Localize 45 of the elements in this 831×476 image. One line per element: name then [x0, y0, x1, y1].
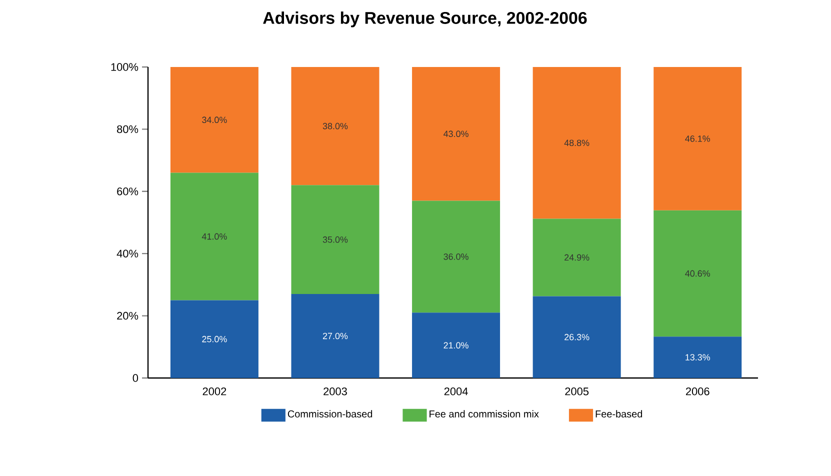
chart-title: Advisors by Revenue Source, 2002-2006	[263, 12, 587, 28]
bar	[170, 300, 258, 378]
legend-label: Fee and commission mix	[430, 410, 539, 418]
data-label: 24.9%	[564, 254, 590, 261]
legend-label: Fee-based	[596, 410, 642, 418]
bar	[654, 210, 742, 337]
bar	[412, 200, 500, 313]
y-tick-label: 80%	[117, 125, 138, 134]
data-label: 13.3%	[686, 354, 710, 360]
y-tick-label: 60%	[117, 188, 138, 196]
data-label: 25.0%	[202, 336, 227, 342]
data-label: 36.0%	[444, 254, 468, 260]
bar	[412, 66, 500, 201]
bar	[170, 66, 258, 173]
x-tick-label: 2003	[324, 388, 347, 396]
data-label: 48.8%	[564, 140, 590, 146]
data-label: 34.0%	[202, 116, 227, 124]
data-label: 46.1%	[685, 135, 710, 142]
x-tick-label: 2004	[444, 388, 468, 396]
bar	[291, 185, 380, 294]
data-label: 38.0%	[322, 122, 348, 130]
data-label: 21.0%	[444, 342, 468, 349]
data-label: 41.0%	[202, 233, 227, 240]
y-tick-label: 20%	[117, 312, 138, 320]
data-label: 26.3%	[564, 334, 590, 340]
bar	[654, 66, 742, 210]
bar	[412, 312, 500, 378]
legend-label: Commission-based	[288, 410, 372, 418]
y-tick-label: 40%	[116, 250, 138, 258]
bar	[654, 336, 742, 378]
y-tick-label: 100%	[111, 63, 138, 71]
x-tick-label: 2006	[686, 388, 710, 396]
bar	[532, 66, 621, 219]
y-tick-label: 0	[132, 374, 138, 382]
data-label: 35.0%	[322, 236, 348, 243]
data-label: 43.0%	[444, 130, 468, 138]
bar	[291, 66, 380, 186]
x-tick-label: 2005	[565, 388, 589, 396]
data-label: 27.0%	[322, 332, 348, 340]
data-label: 40.6%	[685, 270, 710, 277]
x-tick-label: 2002	[202, 388, 226, 396]
bar	[532, 218, 621, 296]
bar	[170, 172, 258, 300]
bar	[291, 294, 380, 378]
bar	[532, 296, 621, 378]
